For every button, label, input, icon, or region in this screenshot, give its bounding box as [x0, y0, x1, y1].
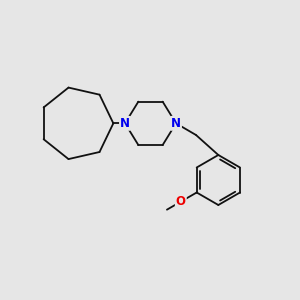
Text: N: N [120, 117, 130, 130]
Text: N: N [171, 117, 181, 130]
Text: O: O [176, 195, 186, 208]
